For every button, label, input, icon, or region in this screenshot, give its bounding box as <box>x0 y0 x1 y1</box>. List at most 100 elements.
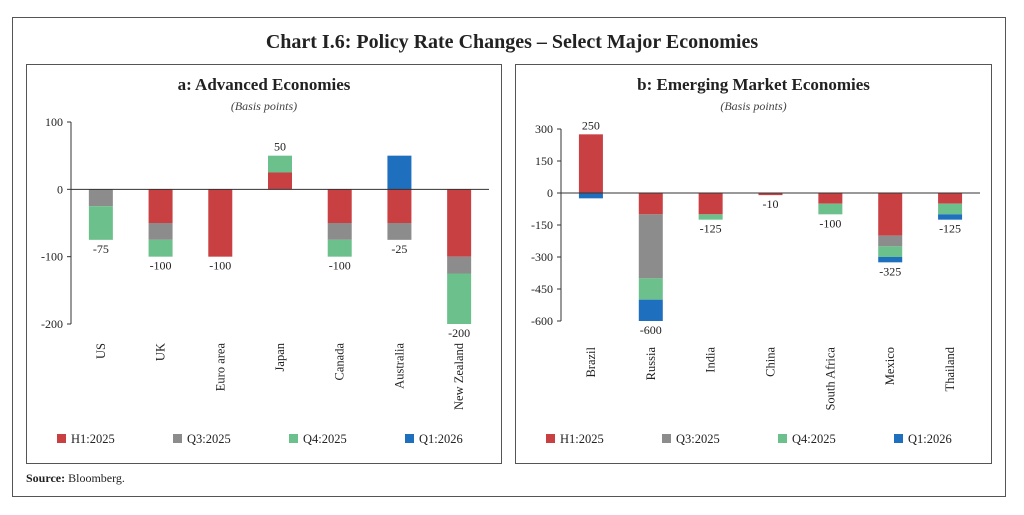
data-label-australia: -25 <box>391 242 407 256</box>
panel-a-unit-note: (Basis points) <box>230 99 298 113</box>
category-label-brazil: Brazil <box>584 346 598 377</box>
category-label-australia: Australia <box>392 343 406 389</box>
y-tick-label: 300 <box>535 122 553 136</box>
y-tick-label: 100 <box>45 115 63 129</box>
bar-uk-q4-2025 <box>148 239 173 257</box>
category-label-russia: Russia <box>644 347 658 381</box>
data-label-mexico: -325 <box>879 264 901 278</box>
legend-label-q3-2025: Q3:2025 <box>676 432 720 446</box>
y-tick-label: 0 <box>57 182 63 196</box>
legend-label-h1-2025: H1:2025 <box>71 432 115 446</box>
panel-advanced-economies: a: Advanced Economies (Basis points) 100… <box>26 64 502 464</box>
bar-mexico-q1-2026 <box>878 257 903 263</box>
category-label-thailand: Thailand <box>943 346 957 391</box>
y-tick-label: -450 <box>531 282 553 296</box>
bar-thailand-q1-2026 <box>938 214 963 220</box>
chart-title: Chart I.6: Policy Rate Changes – Select … <box>265 31 759 53</box>
category-label-south-africa: South Africa <box>823 347 837 411</box>
bar-australia-q1-2026 <box>387 155 412 190</box>
data-label-south-africa: -100 <box>819 216 841 230</box>
legend-swatch-q4-2025 <box>778 434 787 443</box>
category-label-new-zealand: New Zealand <box>452 342 466 410</box>
bar-australia-q3-2025 <box>387 223 412 240</box>
category-label-china: China <box>764 347 778 377</box>
bar-thailand-q4-2025 <box>938 203 963 215</box>
panel-emerging-economies: b: Emerging Market Economies (Basis poin… <box>515 64 992 464</box>
bar-india-h1-2025 <box>698 193 723 215</box>
data-label-euro-area: -100 <box>209 259 231 273</box>
bar-india-q4-2025 <box>698 214 723 220</box>
panel-a-title: a: Advanced Economies <box>177 75 351 94</box>
bar-south-africa-h1-2025 <box>818 193 843 204</box>
legend-label-q1-2026: Q1:2026 <box>419 432 463 446</box>
chart-b-svg: 300 150 0 -150 -300 -450 -600 250 Brazil -600 Russ… <box>531 118 980 446</box>
category-label-india: India <box>704 347 718 373</box>
legend-label-h1-2025: H1:2025 <box>560 432 604 446</box>
bar-russia-q4-2025 <box>638 278 663 300</box>
bar-brazil-h1-2025 <box>578 134 603 193</box>
data-label-uk: -100 <box>150 259 172 273</box>
bar-us-q4-2025 <box>88 206 113 240</box>
bar-japan-q4-2025 <box>268 155 292 173</box>
bar-new-zealand-h1-2025 <box>447 189 472 257</box>
bar-australia-h1-2025 <box>387 189 412 223</box>
data-label-us: -75 <box>93 242 109 256</box>
category-label-us: US <box>94 343 108 359</box>
data-label-japan: 50 <box>274 140 286 154</box>
y-tick-label: -150 <box>531 218 553 232</box>
data-label-india: -125 <box>700 222 722 236</box>
chart-a-svg: 100 0 -100 -200 -75 US -100 UK -100 Euro area 50 Ja… <box>41 115 489 446</box>
category-label-euro-area: Euro area <box>213 343 227 392</box>
legend-swatch-h1-2025 <box>57 434 66 443</box>
chart-frame <box>12 17 1006 497</box>
bar-south-africa-q4-2025 <box>818 203 843 215</box>
category-label-japan: Japan <box>273 342 287 371</box>
data-label-thailand: -125 <box>939 222 961 236</box>
source-label: Source: <box>26 471 66 485</box>
category-label-canada: Canada <box>333 343 347 381</box>
bar-us-q3-2025 <box>88 189 113 207</box>
bar-mexico-q3-2025 <box>878 235 903 247</box>
data-label-canada: -100 <box>329 259 351 273</box>
source-text: Bloomberg. <box>68 471 125 485</box>
y-tick-label: -100 <box>41 250 63 264</box>
legend-label-q4-2025: Q4:2025 <box>792 432 836 446</box>
data-label-russia: -600 <box>640 323 662 337</box>
bar-euro-area-h1-2025 <box>208 189 233 257</box>
bar-uk-h1-2025 <box>148 189 173 223</box>
legend-swatch-q4-2025 <box>289 434 298 443</box>
legend-label-q4-2025: Q4:2025 <box>303 432 347 446</box>
bar-canada-h1-2025 <box>327 189 352 223</box>
y-tick-label: 150 <box>535 154 553 168</box>
legend-label-q1-2026: Q1:2026 <box>908 432 952 446</box>
category-label-uk: UK <box>154 343 168 361</box>
bar-canada-q4-2025 <box>327 239 352 257</box>
bar-china-h1-2025 <box>758 193 783 196</box>
y-tick-label: -200 <box>41 317 63 331</box>
bar-mexico-h1-2025 <box>878 193 903 236</box>
bar-mexico-q4-2025 <box>878 246 903 257</box>
y-tick-label: -300 <box>531 250 553 264</box>
legend-label-q3-2025: Q3:2025 <box>187 432 231 446</box>
source-note: Source: Bloomberg. <box>26 471 125 486</box>
bar-russia-q1-2026 <box>638 299 663 321</box>
panel-b-title: b: Emerging Market Economies <box>637 75 870 94</box>
data-label-brazil: 250 <box>582 118 600 132</box>
bar-uk-q3-2025 <box>148 223 173 240</box>
legend-swatch-q1-2026 <box>894 434 903 443</box>
bar-canada-q3-2025 <box>327 223 352 240</box>
legend-swatch-q3-2025 <box>173 434 182 443</box>
data-label-new-zealand: -200 <box>448 326 470 340</box>
data-label-china: -10 <box>763 197 779 211</box>
legend-swatch-q1-2026 <box>405 434 414 443</box>
bar-japan-h1-2025 <box>268 172 292 190</box>
legend-swatch-q3-2025 <box>662 434 671 443</box>
category-label-mexico: Mexico <box>883 347 897 385</box>
y-tick-label: -600 <box>531 314 553 328</box>
y-tick-label: 0 <box>547 186 553 200</box>
bar-brazil-q1-2026 <box>578 193 603 199</box>
bar-russia-h1-2025 <box>638 193 663 215</box>
legend-swatch-h1-2025 <box>546 434 555 443</box>
bar-new-zealand-q4-2025 <box>447 273 472 324</box>
panel-b-unit-note: (Basis points) <box>720 99 787 113</box>
